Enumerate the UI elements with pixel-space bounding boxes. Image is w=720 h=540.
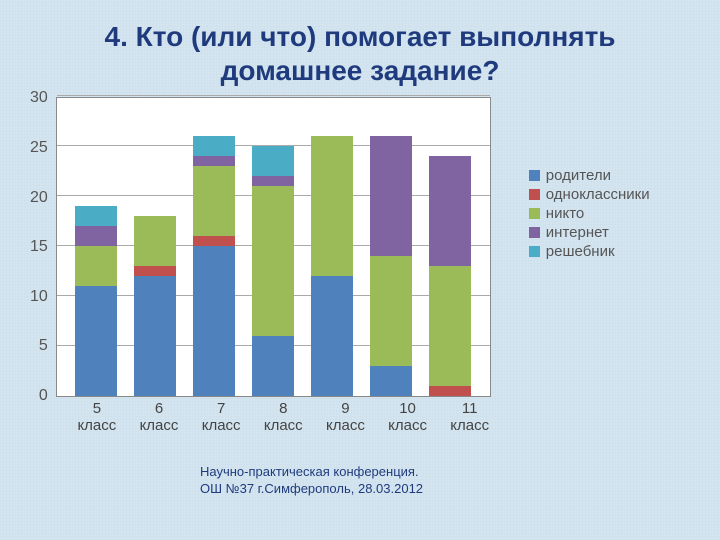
bar-segment-nobody — [75, 246, 117, 286]
legend-label: одноклассники — [546, 186, 650, 203]
legend-item: одноклассники — [529, 186, 700, 203]
bar — [429, 156, 471, 396]
xtick-label: 11 класс — [449, 401, 491, 434]
bar-segment-resheb — [252, 146, 294, 176]
legend-item: интернет — [529, 224, 700, 241]
bar-segment-parents — [75, 286, 117, 396]
legend-item: решебник — [529, 243, 700, 260]
bar — [75, 206, 117, 396]
x-axis: 5 класс 6 класс 7 класс 8 класс 9 класс 10 кл… — [56, 397, 511, 434]
xtick-label: 8 класс — [262, 401, 304, 434]
bar-segment-parents — [252, 336, 294, 396]
xtick-label: 9 класс — [324, 401, 366, 434]
xtick-label: 10 класс — [387, 401, 429, 434]
ytick-label: 10 — [30, 288, 48, 306]
footer-line-2: ОШ №37 г.Симферополь, 28.03.2012 — [200, 481, 720, 498]
bar-segment-resheb — [193, 136, 235, 156]
bars-layer — [57, 98, 490, 396]
bar-segment-classmates — [134, 266, 176, 276]
bar-segment-internet — [193, 156, 235, 166]
ytick-label: 5 — [39, 337, 48, 355]
bar-segment-resheb — [75, 206, 117, 226]
bar — [370, 136, 412, 396]
bar — [311, 136, 353, 396]
legend-swatch — [529, 189, 540, 200]
bar-segment-nobody — [134, 216, 176, 266]
legend-swatch — [529, 170, 540, 181]
bar-segment-parents — [311, 276, 353, 396]
bar — [134, 216, 176, 396]
ytick-label: 20 — [30, 189, 48, 207]
plot-column: 5 класс 6 класс 7 класс 8 класс 9 класс 10 кл… — [56, 97, 511, 434]
legend-label: решебник — [546, 243, 615, 260]
legend-item: родители — [529, 167, 700, 184]
bar — [252, 146, 294, 396]
xtick-label: 6 класс — [138, 401, 180, 434]
legend-label: никто — [546, 205, 584, 222]
y-axis: 30 25 20 15 10 5 0 — [30, 89, 56, 405]
xtick-label: 5 класс — [76, 401, 118, 434]
ytick-label: 15 — [30, 238, 48, 256]
bar-segment-nobody — [370, 256, 412, 366]
bar-segment-internet — [429, 156, 471, 266]
footer: Научно-практическая конференция. ОШ №37 … — [0, 434, 720, 498]
bar-segment-internet — [370, 136, 412, 256]
plot-area — [56, 97, 491, 397]
bar-segment-internet — [75, 226, 117, 246]
legend-label: родители — [546, 167, 611, 184]
legend-item: никто — [529, 205, 700, 222]
chart-container: 302520151050 5 класс6 класс7 класс8 клас… — [0, 97, 720, 434]
bar-segment-classmates — [429, 386, 471, 396]
xtick-label: 7 класс — [200, 401, 242, 434]
bar-segment-classmates — [193, 236, 235, 246]
ytick-label: 30 — [30, 89, 48, 107]
bar — [193, 136, 235, 396]
legend: родители одноклассники никто интернет решебн… — [511, 97, 700, 434]
bar-segment-nobody — [429, 266, 471, 386]
bar-segment-nobody — [311, 136, 353, 276]
ytick-label: 0 — [39, 387, 48, 405]
bar-segment-nobody — [252, 186, 294, 336]
legend-label: интернет — [546, 224, 609, 241]
bar-segment-parents — [370, 366, 412, 396]
bar-segment-parents — [134, 276, 176, 396]
chart-title: 4. Кто (или что) помогает выполнять дома… — [0, 0, 720, 97]
footer-line-1: Научно-практическая конференция. — [200, 464, 720, 481]
bar-segment-nobody — [193, 166, 235, 236]
bar-segment-parents — [193, 246, 235, 396]
legend-swatch — [529, 208, 540, 219]
bar-segment-internet — [252, 176, 294, 186]
legend-swatch — [529, 227, 540, 238]
legend-swatch — [529, 246, 540, 257]
ytick-label: 25 — [30, 139, 48, 157]
gridline — [57, 95, 490, 96]
